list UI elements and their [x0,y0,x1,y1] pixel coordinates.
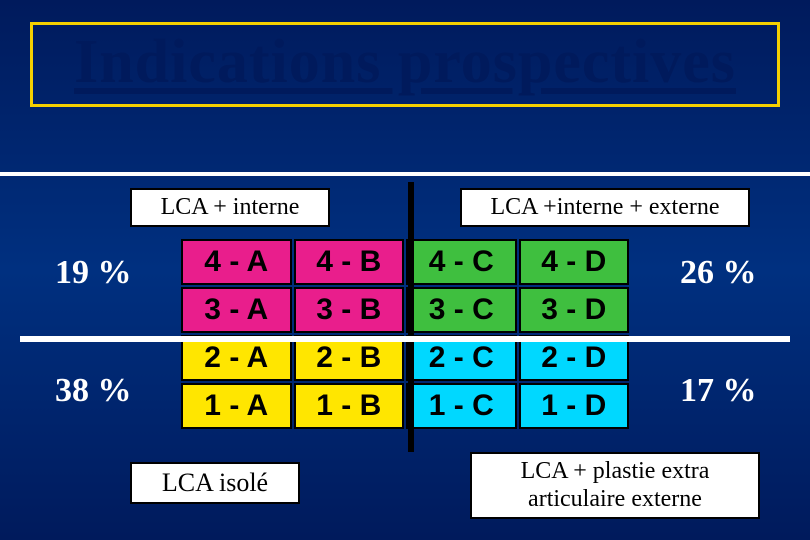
cell: 3 - A [181,287,292,333]
cell: 1 - C [406,383,517,429]
cell: 4 - C [406,239,517,285]
cell: 4 - B [294,239,405,285]
pct-bottom-left: 38 % [55,372,132,410]
classification-grid: 4 - A 4 - B 4 - C 4 - D 3 - A 3 - B 3 - … [180,238,630,430]
cell: 1 - D [519,383,630,429]
vertical-separator [408,182,414,452]
grid-row: 4 - A 4 - B 4 - C 4 - D [180,238,630,286]
label-top-right: LCA +interne + externe [460,188,750,227]
label-bottom-left: LCA isolé [130,462,300,504]
grid-row: 3 - A 3 - B 3 - C 3 - D [180,286,630,334]
cell: 3 - B [294,287,405,333]
title-box: Indications prospectives [30,22,780,107]
cell: 3 - C [406,287,517,333]
pct-top-left: 19 % [55,254,132,292]
grid-row: 1 - A 1 - B 1 - C 1 - D [180,382,630,430]
cell: 1 - A [181,383,292,429]
cell: 3 - D [519,287,630,333]
cell: 1 - B [294,383,405,429]
horizontal-mid-separator [20,336,790,342]
pct-top-right: 26 % [680,254,757,292]
label-top-left: LCA + interne [130,188,330,227]
cell: 4 - A [181,239,292,285]
cell: 4 - D [519,239,630,285]
divider-under-title [0,172,810,176]
label-bottom-right: LCA + plastie extra articulaire externe [470,452,760,519]
page-title: Indications prospectives [74,28,736,96]
pct-bottom-right: 17 % [680,372,757,410]
